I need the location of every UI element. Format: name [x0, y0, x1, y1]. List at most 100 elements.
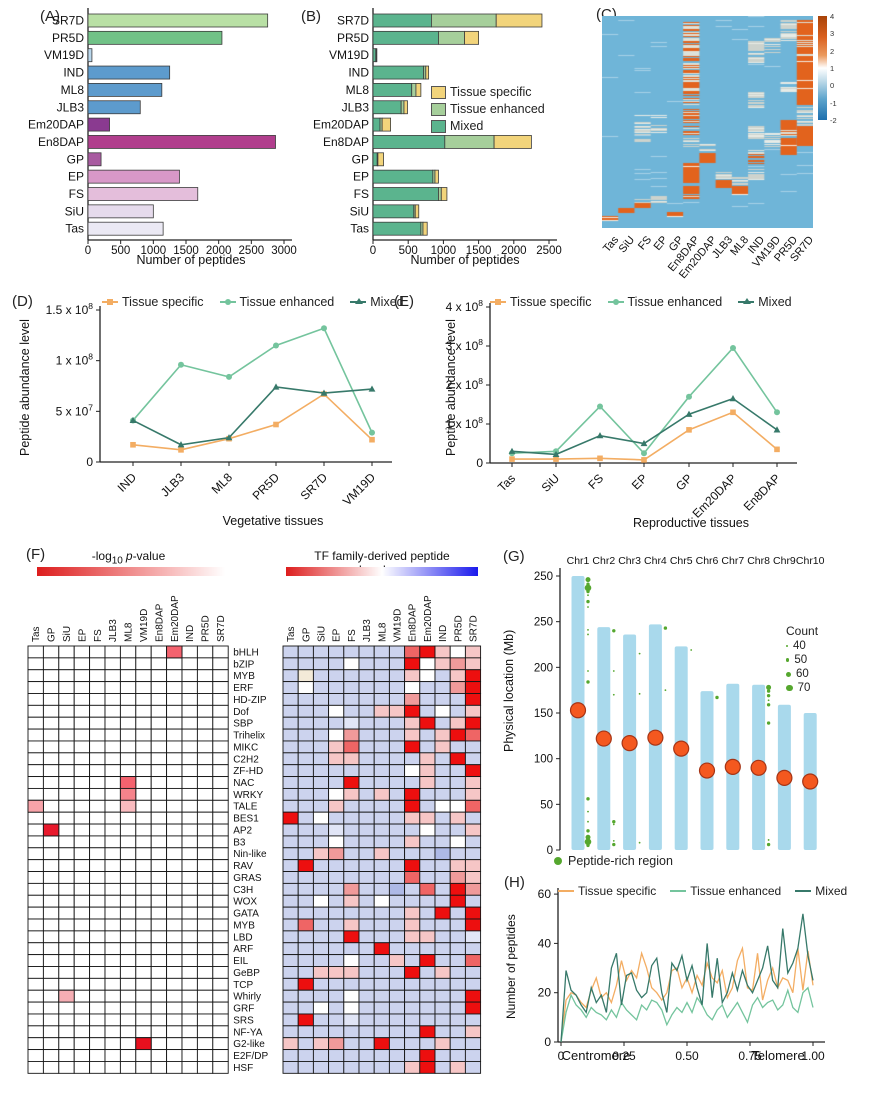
- pvalue-cell: [119, 966, 137, 979]
- heatmap-colorbar: [818, 16, 827, 120]
- abundance-cell: [328, 894, 345, 908]
- pvalue-cell: [196, 1061, 214, 1074]
- segment-specific-ML8: [415, 83, 422, 97]
- pvalue-cell: [196, 776, 214, 789]
- marker: [225, 434, 233, 441]
- peptide-region-dot: [767, 839, 770, 841]
- panel-d-x-axis-title: Vegetative tissues: [222, 514, 324, 528]
- centromere-dot-Chr10: [802, 773, 819, 790]
- segment-mixed-PR5D: [372, 30, 439, 45]
- pvalue-cell: [104, 894, 121, 908]
- pvalue-cell: [42, 1037, 60, 1051]
- row-label-G2-like: G2-like: [233, 1039, 265, 1050]
- abundance-cell: [419, 776, 436, 789]
- abundance-cell: [388, 859, 406, 872]
- pvalue-cell: [150, 704, 168, 718]
- abundance-cell: [312, 918, 330, 932]
- pvalue-cell: [166, 977, 183, 991]
- abundance-cell: [449, 1037, 466, 1051]
- row-label-ARF: ARF: [233, 944, 253, 955]
- abundance-cell: [312, 1037, 330, 1051]
- marker: [130, 441, 136, 448]
- pvalue-cell: [73, 954, 91, 967]
- abundance-cell: [404, 989, 421, 1003]
- pvalue-cell: [166, 657, 183, 671]
- abundance-cell: [419, 645, 436, 659]
- pvalue-cell: [89, 776, 106, 789]
- column-label-SiU: SiU: [317, 626, 328, 642]
- pvalue-cell: [119, 930, 137, 944]
- pvalue-cell: [196, 704, 214, 718]
- abundance-cell: [328, 930, 345, 944]
- pvalue-cell: [150, 823, 168, 837]
- abundance-cell: [297, 799, 314, 813]
- pvalue-cell: [166, 835, 183, 849]
- abundance-cell: [449, 645, 466, 659]
- pvalue-cell: [181, 799, 198, 813]
- pvalue-cell: [119, 871, 137, 884]
- abundance-cell: [464, 1061, 482, 1074]
- column-label-SR7D: SR7D: [216, 615, 227, 642]
- peptide-region-dot: [664, 689, 667, 692]
- abundance-cell: [434, 871, 451, 884]
- abundance-cell: [464, 942, 482, 956]
- panel-f-label: (F): [26, 546, 46, 563]
- abundance-cell: [373, 954, 390, 967]
- pvalue-cell: [58, 871, 75, 884]
- abundance-cell: [388, 693, 406, 706]
- panel-f-left-title: -log10 p-value: [36, 549, 221, 566]
- abundance-cell: [358, 1001, 375, 1015]
- abundance-cell: [464, 882, 482, 896]
- abundance-cell: [388, 847, 406, 861]
- pvalue-cell: [104, 942, 121, 956]
- abundance-cell: [358, 989, 375, 1003]
- abundance-cell: [388, 1001, 406, 1015]
- pvalue-cell: [135, 989, 152, 1003]
- abundance-cell: [419, 954, 436, 967]
- pvalue-cell: [73, 716, 91, 730]
- pvalue-cell: [212, 823, 229, 837]
- abundance-cell: [434, 704, 451, 718]
- pvalue-cell: [166, 1001, 183, 1015]
- abundance-cell: [282, 811, 299, 825]
- series-enhanced: [132, 327, 373, 433]
- category-label: GP: [352, 152, 369, 166]
- abundance-cell: [282, 645, 299, 659]
- series-swatch: [350, 298, 367, 304]
- pvalue-cell: [212, 704, 229, 718]
- abundance-cell: [388, 764, 406, 778]
- pvalue-cell: [119, 823, 137, 837]
- pvalue-cell: [119, 1025, 137, 1039]
- panel-b-legend: Tissue specific Tissue enhanced Mixed: [431, 85, 545, 133]
- pvalue-cell: [42, 847, 60, 861]
- pvalue-cell: [73, 752, 91, 766]
- pvalue-cell: [73, 823, 91, 837]
- pvalue-cell: [73, 942, 91, 956]
- pvalue-cell: [196, 847, 214, 861]
- legend-label: Tissue enhanced: [450, 102, 545, 116]
- pvalue-cell: [58, 954, 75, 967]
- count-size-legend: Count 40 50 60 70: [786, 624, 818, 694]
- segment-specific-JLB3: [403, 100, 408, 115]
- abundance-cell: [464, 1037, 482, 1051]
- centromere-dot-Chr3: [621, 735, 638, 752]
- pvalue-cell: [27, 859, 44, 872]
- pvalue-cell: [104, 645, 121, 659]
- abundance-cell: [434, 966, 451, 979]
- legend-label: Mixed: [815, 884, 848, 898]
- pvalue-cell: [89, 930, 106, 944]
- abundance-colorbar: [286, 567, 478, 576]
- abundance-cell: [373, 1037, 390, 1051]
- segment-enhanced-FS: [438, 187, 442, 201]
- peptide-region-dot: [766, 703, 771, 707]
- abundance-cell: [312, 954, 330, 967]
- peptide-region-dot: [587, 633, 589, 636]
- tick-label: 0: [86, 455, 93, 469]
- pvalue-cell: [119, 716, 137, 730]
- abundance-cell: [464, 977, 482, 991]
- pvalue-cell: [150, 740, 168, 754]
- pvalue-cell: [58, 1025, 75, 1039]
- abundance-cell: [373, 693, 390, 706]
- pvalue-cell: [212, 776, 229, 789]
- colorbar-tick-label: 4: [830, 12, 835, 21]
